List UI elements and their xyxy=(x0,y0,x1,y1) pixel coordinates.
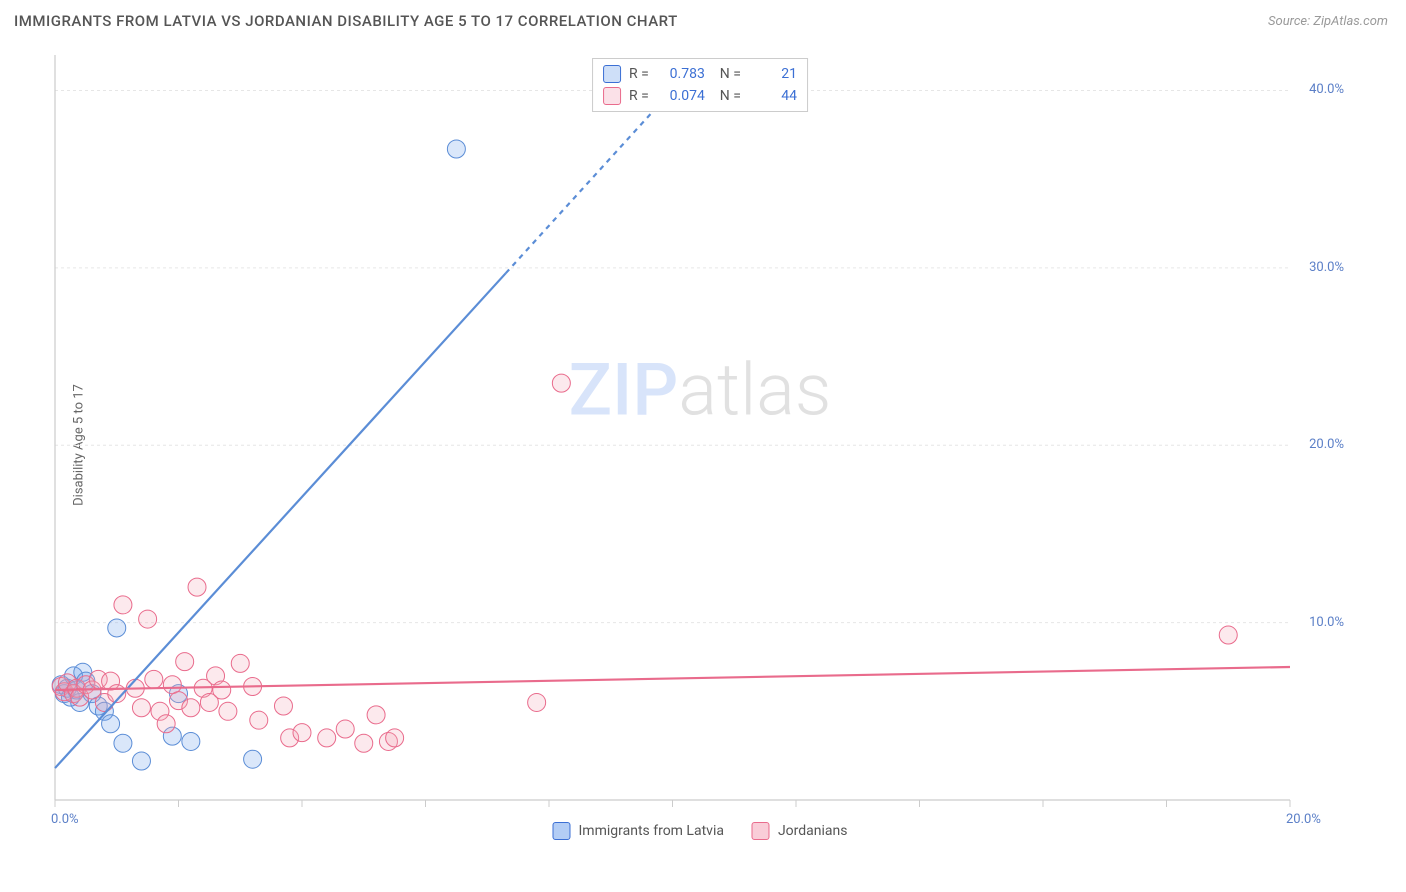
y-tick-label: 30.0% xyxy=(1309,260,1344,275)
legend-swatch-jordan xyxy=(603,87,621,105)
chart-title: IMMIGRANTS FROM LATVIA VS JORDANIAN DISA… xyxy=(14,12,678,30)
scatter-plot xyxy=(50,50,1350,840)
legend-swatch-icon xyxy=(752,822,770,840)
legend-item-latvia: Immigrants from Latvia xyxy=(552,822,723,840)
legend-row-jordan: R = 0.074 N = 44 xyxy=(603,85,797,107)
y-tick-label: 10.0% xyxy=(1309,615,1344,630)
y-tick-label: 20.0% xyxy=(1309,437,1344,452)
x-tick-label: 20.0% xyxy=(1286,812,1321,827)
chart-area: Disability Age 5 to 17 ZIPatlas R = 0.78… xyxy=(50,50,1350,840)
legend-swatch-latvia xyxy=(603,65,621,83)
x-tick-label: 0.0% xyxy=(51,812,79,827)
source-credit: Source: ZipAtlas.com xyxy=(1268,14,1388,29)
legend-row-latvia: R = 0.783 N = 21 xyxy=(603,63,797,85)
header: IMMIGRANTS FROM LATVIA VS JORDANIAN DISA… xyxy=(0,0,1406,42)
y-tick-label: 40.0% xyxy=(1309,82,1344,97)
series-legend: Immigrants from Latvia Jordanians xyxy=(552,822,847,840)
legend-item-jordan: Jordanians xyxy=(752,822,848,840)
legend-swatch-icon xyxy=(552,822,570,840)
correlation-legend: R = 0.783 N = 21 R = 0.074 N = 44 xyxy=(592,58,808,112)
